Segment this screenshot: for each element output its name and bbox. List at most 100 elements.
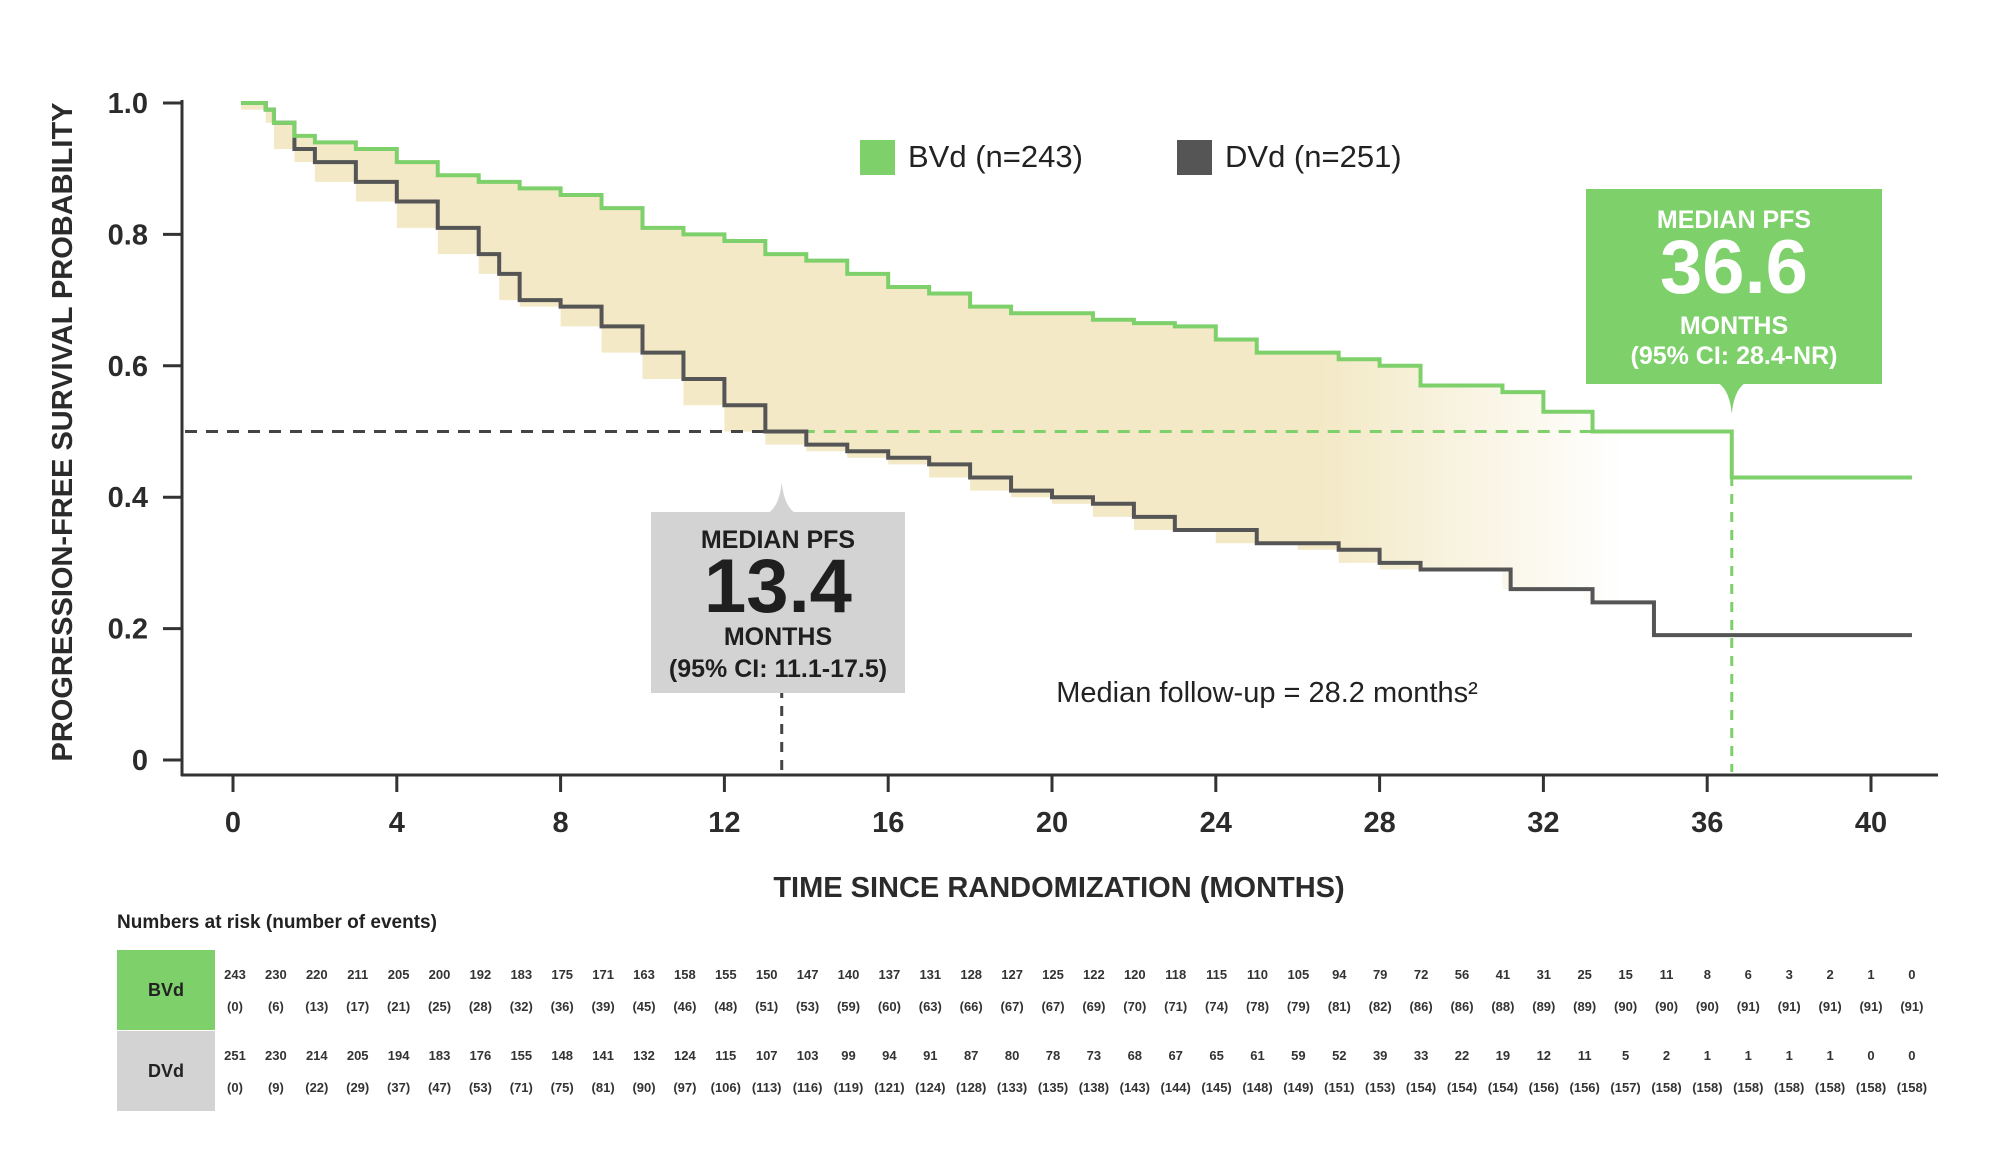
risk-events-cell: (158): [1855, 1080, 1887, 1095]
callout-unit: MONTHS: [1680, 312, 1788, 340]
y-tick-label: 0.4: [108, 482, 148, 514]
risk-at-risk-cell: 131: [919, 967, 942, 982]
risk-events-cell: (158): [1733, 1080, 1764, 1095]
risk-at-risk-cell: 1: [1867, 967, 1875, 982]
risk-events-cell: (81): [1327, 999, 1351, 1014]
risk-at-risk-cell: 5: [1621, 1048, 1630, 1063]
risk-events-cell: (154): [1487, 1080, 1519, 1095]
risk-at-risk-cell: 147: [796, 967, 819, 982]
risk-events-cell: (53): [796, 999, 820, 1014]
risk-at-risk-cell: 6: [1744, 967, 1752, 982]
risk-events-cell: (90): [632, 1080, 656, 1095]
risk-at-risk-cell: 99: [841, 1048, 856, 1063]
risk-at-risk-cell: 163: [633, 967, 655, 982]
risk-at-risk-cell: 230: [265, 967, 287, 982]
risk-at-risk-cell: 1: [1703, 1048, 1712, 1063]
risk-events-cell: (158): [1896, 1080, 1928, 1095]
legend-label: BVd (n=243): [908, 139, 1083, 174]
followup-note: Median follow-up = 28.2 months²: [1056, 677, 1478, 709]
risk-events-cell: (143): [1119, 1080, 1150, 1095]
risk-row-label: BVd: [117, 950, 215, 1030]
risk-at-risk-cell: 67: [1168, 1048, 1183, 1063]
x-tick-label: 4: [389, 807, 405, 839]
risk-at-risk-cell: 107: [755, 1048, 778, 1063]
risk-events-cell: (0): [227, 999, 243, 1014]
risk-at-risk-cell: 175: [551, 967, 574, 982]
risk-events-cell: (17): [346, 999, 370, 1014]
risk-at-risk-cell: 183: [510, 967, 533, 982]
y-tick-label: 0.8: [108, 219, 148, 251]
risk-events-cell: (121): [874, 1080, 905, 1095]
risk-events-cell: (29): [346, 1080, 370, 1095]
risk-at-risk-cell: 176: [469, 1048, 492, 1063]
risk-events-cell: (119): [833, 1080, 864, 1095]
risk-events-cell: (0): [227, 1080, 243, 1095]
risk-at-risk-cell: 2: [1826, 967, 1834, 982]
risk-events-cell: (158): [1814, 1080, 1846, 1095]
risk-at-risk-cell: 150: [755, 967, 778, 982]
risk-events-cell: (157): [1610, 1080, 1641, 1095]
risk-events-cell: (74): [1205, 999, 1229, 1014]
risk-at-risk-cell: 115: [1206, 967, 1228, 982]
risk-at-risk-cell: 0: [1908, 967, 1916, 982]
risk-events-cell: (91): [1777, 999, 1801, 1014]
risk-at-risk-cell: 155: [510, 1048, 533, 1063]
dvd-curve: [241, 101, 1912, 638]
risk-events-cell: (81): [591, 1080, 615, 1095]
y-tick-label: 1.0: [108, 88, 148, 120]
risk-events-cell: (70): [1123, 999, 1147, 1014]
risk-at-risk-cell: 141: [592, 1048, 614, 1063]
risk-events-cell: (75): [550, 1080, 574, 1095]
risk-events-cell: (45): [632, 999, 656, 1014]
risk-events-cell: (97): [673, 1080, 697, 1095]
risk-events-cell: (71): [509, 1080, 533, 1095]
risk-events-cell: (13): [305, 999, 329, 1014]
risk-events-cell: (86): [1409, 999, 1433, 1014]
risk-events-cell: (91): [1736, 999, 1760, 1014]
risk-events-cell: (32): [509, 999, 533, 1014]
bvd-curve: [241, 101, 1912, 480]
risk-events-cell: (47): [427, 1080, 452, 1095]
risk-at-risk-cell: 137: [878, 967, 901, 982]
risk-events-cell: (36): [550, 999, 574, 1014]
risk-at-risk-cell: 205: [387, 967, 410, 982]
risk-at-risk-cell: 243: [224, 967, 246, 982]
risk-events-cell: (67): [1000, 999, 1024, 1014]
risk-events-cell: (69): [1082, 999, 1106, 1014]
callout-unit: MONTHS: [724, 623, 832, 651]
risk-events-cell: (89): [1532, 999, 1556, 1014]
risk-at-risk-cell: 120: [1123, 967, 1146, 982]
y-tick-label: 0.6: [108, 351, 148, 383]
y-axis-title: PROGRESSION-FREE SURVIVAL PROBABILITY: [47, 102, 79, 761]
risk-events-cell: (154): [1405, 1080, 1437, 1095]
risk-events-cell: (53): [468, 1080, 492, 1095]
risk-events-cell: (67): [1041, 999, 1065, 1014]
risk-events-cell: (79): [1286, 999, 1310, 1014]
risk-at-risk-cell: 158: [674, 967, 696, 982]
risk-events-cell: (48): [714, 999, 738, 1014]
risk-events-cell: (158): [1692, 1080, 1723, 1095]
risk-at-risk-cell: 41: [1495, 967, 1511, 982]
risk-at-risk-cell: 110: [1247, 967, 1268, 982]
legend-label: DVd (n=251): [1225, 139, 1402, 174]
risk-events-cell: (156): [1569, 1080, 1600, 1095]
risk-events-cell: (151): [1324, 1080, 1355, 1095]
risk-at-risk-cell: 80: [1004, 1048, 1020, 1063]
risk-at-risk-cell: 2: [1662, 1048, 1671, 1063]
risk-events-cell: (82): [1368, 999, 1392, 1014]
risk-events-cell: (59): [836, 999, 861, 1014]
risk-events-cell: (25): [427, 999, 452, 1014]
risk-events-cell: (66): [959, 999, 983, 1014]
risk-at-risk-cell: 52: [1332, 1048, 1347, 1063]
callout-shape: [1586, 189, 1882, 414]
risk-at-risk-cell: 11: [1659, 967, 1674, 982]
risk-events-cell: (91): [1859, 999, 1883, 1014]
risk-at-risk-cell: 39: [1372, 1048, 1388, 1063]
risk-events-cell: (22): [305, 1080, 329, 1095]
risk-events-cell: (156): [1528, 1080, 1559, 1095]
risk-at-risk-cell: 200: [428, 967, 451, 982]
risk-at-risk-cell: 79: [1372, 967, 1388, 982]
risk-events-cell: (6): [267, 999, 284, 1014]
